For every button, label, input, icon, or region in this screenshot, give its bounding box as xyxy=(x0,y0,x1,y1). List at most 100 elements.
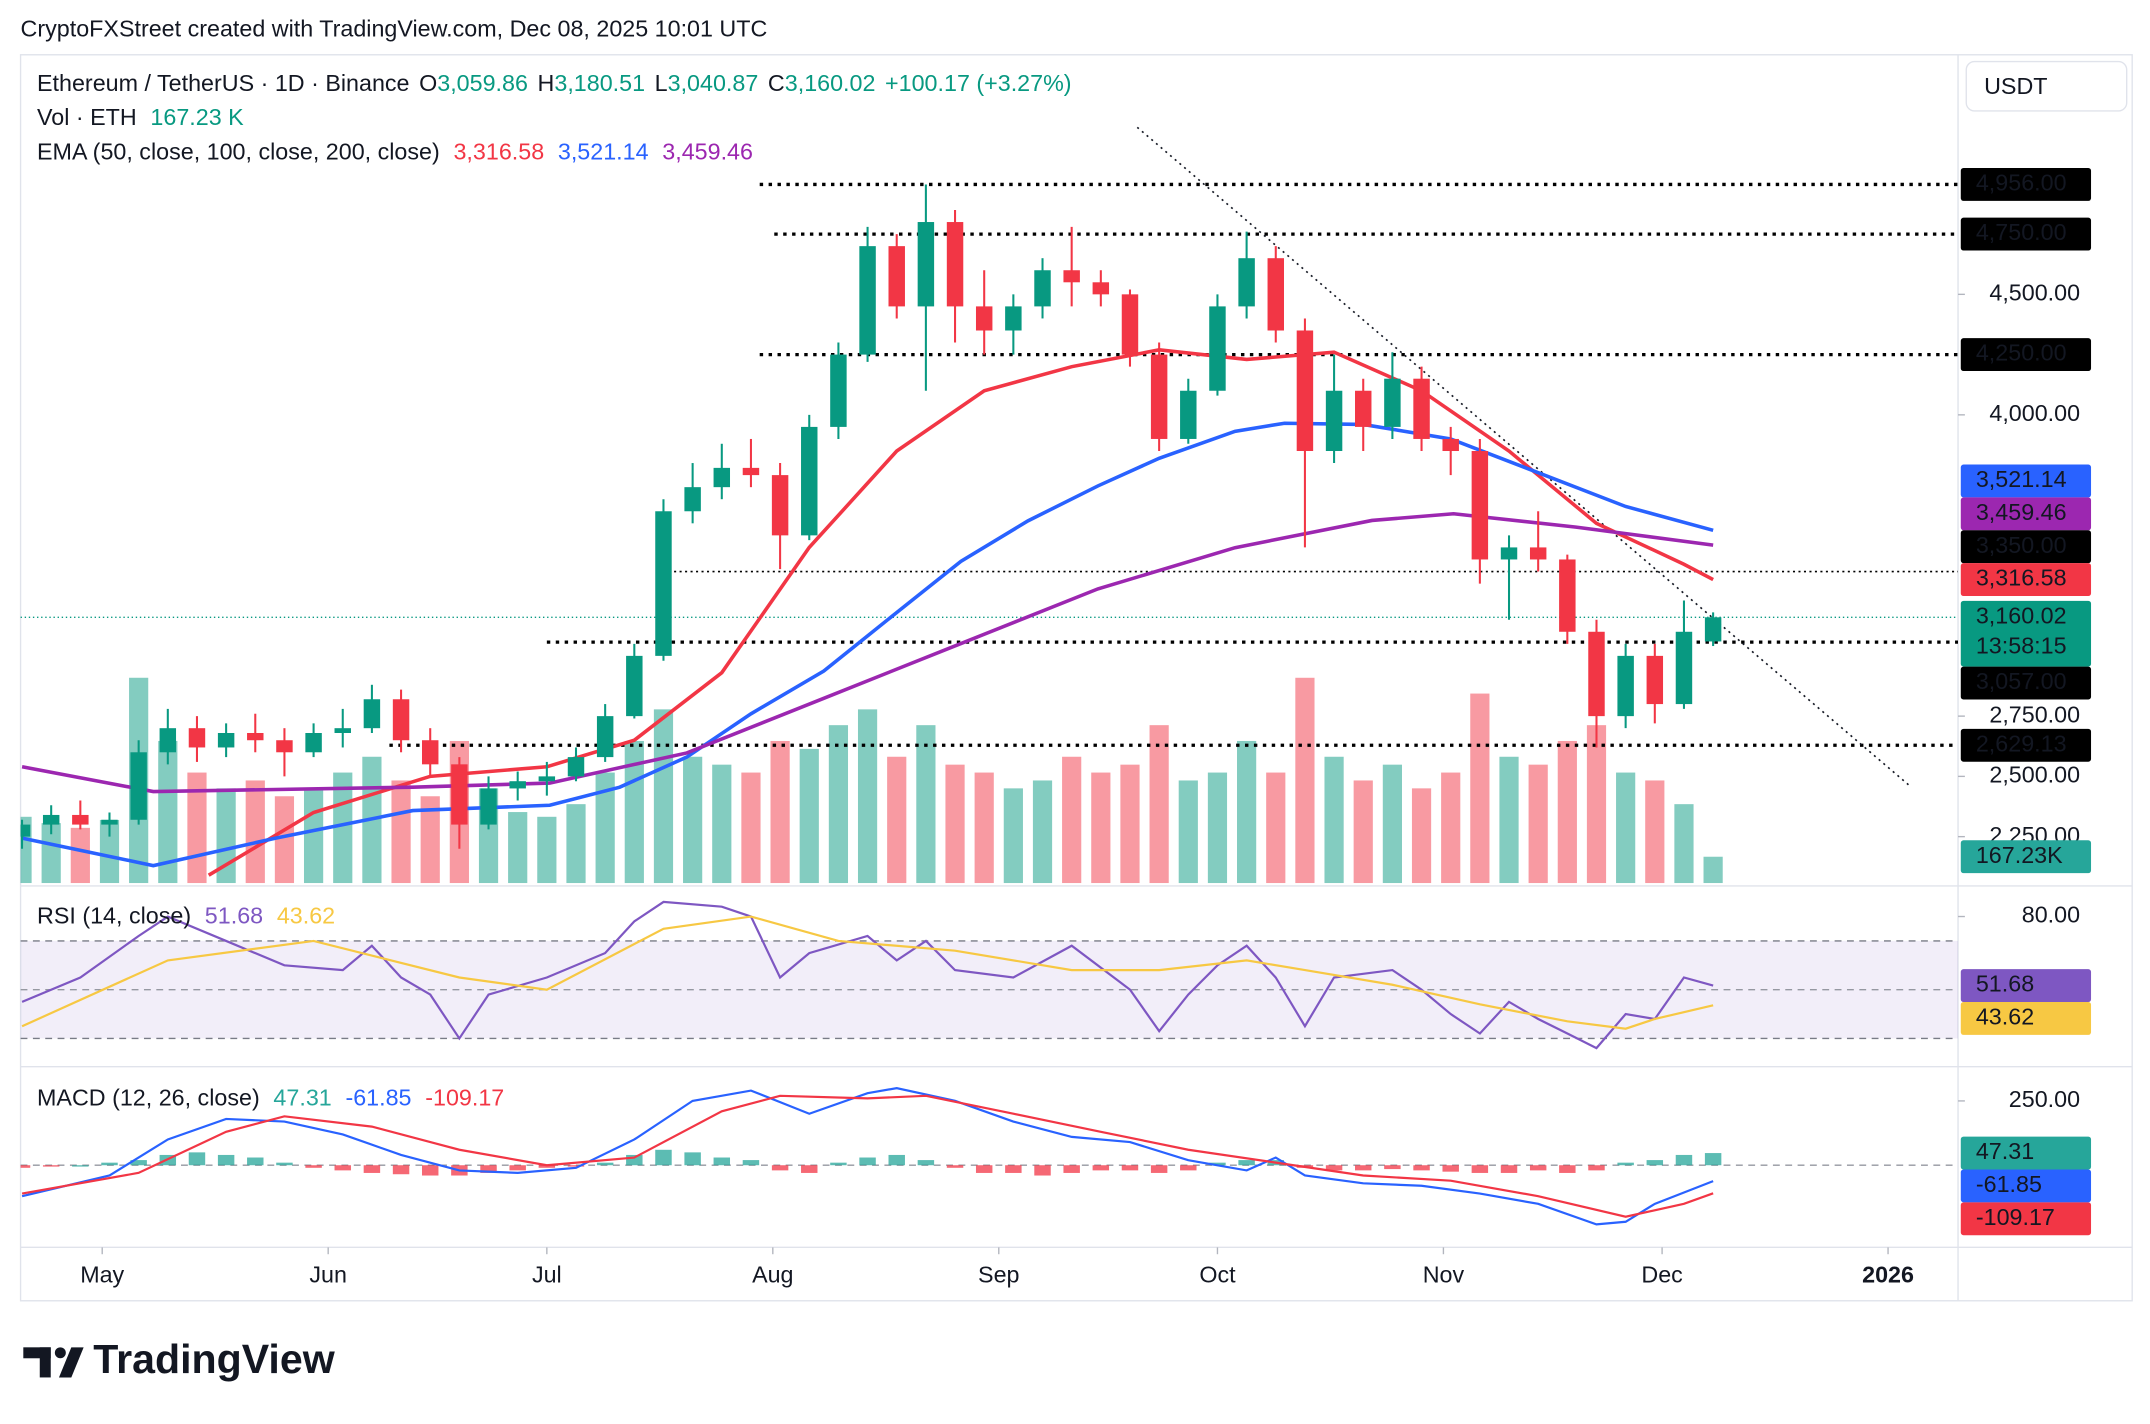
histogram-bar xyxy=(1617,1162,1634,1166)
volume-bar xyxy=(857,709,878,884)
candle-body xyxy=(247,732,264,741)
y-tick-label: 250.00 xyxy=(2009,1086,2080,1112)
histogram-bar xyxy=(801,1165,818,1173)
volume-bar xyxy=(887,756,907,884)
price-label: 4,750.00 xyxy=(1976,219,2067,245)
histogram-bar xyxy=(1063,1165,1080,1173)
candle-body xyxy=(684,487,701,512)
legend-item: 3,040.87 xyxy=(668,70,759,96)
price-label-box xyxy=(1960,563,2092,597)
price-label-box xyxy=(1960,728,2092,762)
histogram-bar xyxy=(771,1165,789,1171)
legend-item: -109.17 xyxy=(425,1085,504,1111)
candle-body xyxy=(72,814,89,825)
volume-bar xyxy=(1091,772,1111,884)
price-label: -109.17 xyxy=(1976,1204,2055,1230)
histogram-bar xyxy=(1121,1165,1139,1171)
candle-body xyxy=(771,475,789,536)
legend: Ethereum / TetherUS · 1D · Binance O3,059… xyxy=(37,70,1072,96)
histogram-bar xyxy=(130,1160,147,1166)
legend-item: 3,160.02 xyxy=(785,70,876,96)
legend-item: O xyxy=(419,70,437,96)
candle-body xyxy=(1121,294,1139,355)
volume-bar xyxy=(537,816,557,884)
price-label-box xyxy=(1960,497,2092,531)
candle-body xyxy=(217,732,235,748)
histogram-bar xyxy=(1646,1160,1664,1166)
histogram-bar xyxy=(72,1165,89,1167)
x-tick-label: Nov xyxy=(1423,1261,1465,1287)
candle-body xyxy=(130,752,147,820)
y-tick-label: 80.00 xyxy=(2022,902,2080,928)
legend-item: -61.85 xyxy=(345,1085,411,1111)
candle-body xyxy=(1471,451,1489,560)
volume-bar xyxy=(712,764,732,884)
candle-body xyxy=(159,728,177,753)
histogram-bar xyxy=(626,1154,643,1166)
candle-body xyxy=(888,246,905,307)
volume-bar xyxy=(624,740,644,884)
volume-bar xyxy=(741,772,761,884)
price-label: 2,629.13 xyxy=(1976,730,2067,756)
candle-body xyxy=(1442,438,1459,452)
legend-item: 3,521.14 xyxy=(558,139,649,165)
candle-body xyxy=(975,306,993,331)
histogram-bar xyxy=(1092,1165,1110,1171)
legend-item: 167.23 K xyxy=(150,104,244,130)
histogram-bar xyxy=(1471,1165,1489,1173)
volume-bar xyxy=(1616,772,1636,884)
histogram-bar xyxy=(334,1165,351,1171)
histogram-bar xyxy=(859,1157,876,1166)
volume-bar xyxy=(1645,780,1665,884)
legend-item: MACD (12, 26, close) xyxy=(37,1085,260,1111)
currency-button[interactable] xyxy=(1965,60,2128,112)
volume-bar xyxy=(1062,756,1082,884)
volume-bar xyxy=(1499,756,1519,884)
candle-body xyxy=(1296,330,1314,452)
volume-bar xyxy=(1703,856,1723,884)
price-label: 3,459.46 xyxy=(1976,499,2067,525)
volume-bar xyxy=(1411,788,1432,884)
histogram-bar xyxy=(538,1165,556,1168)
y-tick-label: 4,000.00 xyxy=(1989,400,2080,426)
candle-body xyxy=(392,699,410,741)
legend-item: L xyxy=(655,70,668,96)
candle-body xyxy=(421,740,439,765)
price-label: 3,350.00 xyxy=(1976,532,2067,558)
volume-bar xyxy=(1441,772,1461,884)
histogram-bar xyxy=(1150,1165,1168,1173)
price-label-box xyxy=(1960,338,2092,372)
volume-bar xyxy=(1178,780,1198,884)
candle-body xyxy=(1267,258,1284,331)
volume-bar xyxy=(41,823,61,884)
price-pane xyxy=(20,126,1959,884)
candle-body xyxy=(363,699,381,729)
candle-body xyxy=(801,426,818,536)
histogram-bar xyxy=(276,1162,293,1166)
price-label-box xyxy=(1960,666,2092,700)
candle-body xyxy=(1150,354,1168,439)
volume-bar xyxy=(595,772,615,884)
price-label: 3,160.02 xyxy=(1976,602,2067,628)
candle-body xyxy=(742,467,760,476)
logo-part xyxy=(23,1347,51,1359)
volume-bar xyxy=(770,740,790,884)
x-tick-label: Jul xyxy=(532,1261,562,1287)
currency[interactable]: USDT xyxy=(1984,73,2047,99)
macd-pane xyxy=(20,1087,1959,1226)
histogram-bar xyxy=(1588,1165,1605,1171)
histogram-bar xyxy=(363,1165,381,1173)
legend-item: C xyxy=(768,70,785,96)
legend-item: 3,180.51 xyxy=(554,70,645,96)
candle-body xyxy=(276,740,293,753)
candle-body xyxy=(1180,390,1197,439)
line xyxy=(207,348,1714,877)
x-tick-label: Aug xyxy=(752,1261,793,1287)
candle-body xyxy=(1034,270,1051,307)
candle-body xyxy=(1355,390,1372,427)
legend: RSI (14, close) 51.68 43.62 xyxy=(37,903,335,929)
volume-bar xyxy=(683,756,703,884)
candle-body xyxy=(1413,378,1430,439)
legend-item: RSI (14, close) xyxy=(37,903,191,929)
candle-body xyxy=(1238,258,1255,307)
